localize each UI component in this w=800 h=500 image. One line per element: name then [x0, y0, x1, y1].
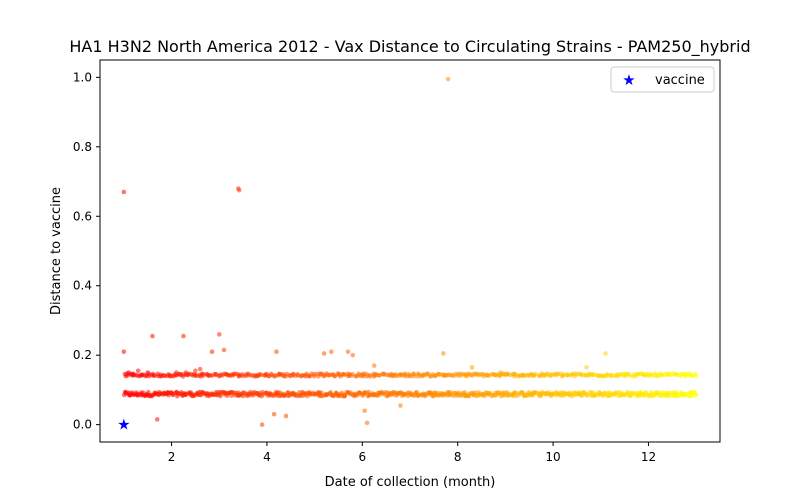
x-axis-ticks: 2 4 6 8 10 12	[168, 442, 656, 464]
data-point	[362, 408, 367, 414]
data-point-band-2	[425, 371, 430, 376]
data-point-band-2	[367, 374, 373, 379]
data-point	[371, 363, 377, 368]
legend-box	[610, 66, 715, 93]
data-point	[398, 403, 403, 408]
data-point	[350, 352, 356, 358]
data-point	[216, 332, 222, 337]
data-point	[321, 351, 327, 356]
data-point	[603, 351, 608, 356]
plot-frame	[99, 59, 721, 443]
data-point	[364, 420, 370, 426]
data-point	[236, 187, 242, 193]
data-point	[181, 333, 186, 339]
data-point	[441, 351, 446, 356]
y-axis-ticks: 0.0 0.2 0.4 0.6 0.8 1.0	[73, 70, 100, 432]
data-point-band-2	[295, 371, 300, 377]
data-point	[221, 347, 227, 353]
x-tick-label: 2	[168, 450, 176, 464]
data-point	[174, 370, 179, 375]
data-point	[584, 365, 589, 370]
data-point-band-2	[693, 374, 699, 379]
data-point	[126, 370, 131, 375]
data-point-band-1	[342, 393, 348, 398]
x-tick-label: 12	[641, 450, 656, 464]
data-point	[445, 76, 451, 82]
data-points	[121, 76, 699, 427]
data-point	[209, 349, 215, 355]
y-tick-label: 0.0	[73, 418, 92, 432]
y-axis-label: Distance to vaccine	[49, 187, 64, 315]
data-point-band-1	[689, 393, 695, 399]
data-point	[274, 349, 279, 355]
y-tick-label: 0.8	[73, 140, 92, 154]
data-point	[135, 368, 141, 374]
legend-label-vaccine: vaccine	[655, 73, 705, 88]
data-point	[121, 349, 127, 355]
data-point	[193, 368, 198, 374]
data-point	[154, 417, 160, 422]
data-point	[498, 370, 503, 375]
x-tick-label: 6	[358, 450, 366, 464]
data-point	[271, 411, 277, 417]
vaccine-star-icon: ★	[117, 416, 130, 434]
chart-title: HA1 H3N2 North America 2012 - Vax Distan…	[69, 37, 750, 57]
x-axis-label: Date of collection (month)	[325, 475, 496, 490]
data-point	[183, 370, 189, 375]
legend: ★ vaccine	[610, 66, 715, 93]
x-tick-label: 8	[454, 450, 462, 464]
data-point	[121, 189, 127, 195]
x-tick-label: 4	[263, 450, 271, 464]
data-point-band-2	[675, 372, 680, 378]
data-point	[197, 366, 203, 372]
y-tick-label: 1.0	[73, 70, 92, 84]
legend-star-icon: ★	[622, 71, 635, 89]
y-tick-label: 0.6	[73, 209, 92, 223]
data-point-band-2	[151, 373, 157, 379]
y-tick-label: 0.4	[73, 279, 92, 293]
data-point	[329, 349, 334, 355]
data-point	[469, 365, 475, 370]
x-tick-label: 10	[545, 450, 560, 464]
vaccine-marker-layer: ★	[117, 416, 130, 434]
y-tick-label: 0.2	[73, 348, 92, 362]
data-point	[150, 333, 155, 339]
data-point	[259, 422, 265, 427]
data-point-band-1	[693, 393, 698, 398]
data-point-band-2	[213, 372, 219, 378]
data-point	[345, 349, 351, 355]
data-point	[145, 370, 150, 375]
data-point	[283, 413, 289, 419]
